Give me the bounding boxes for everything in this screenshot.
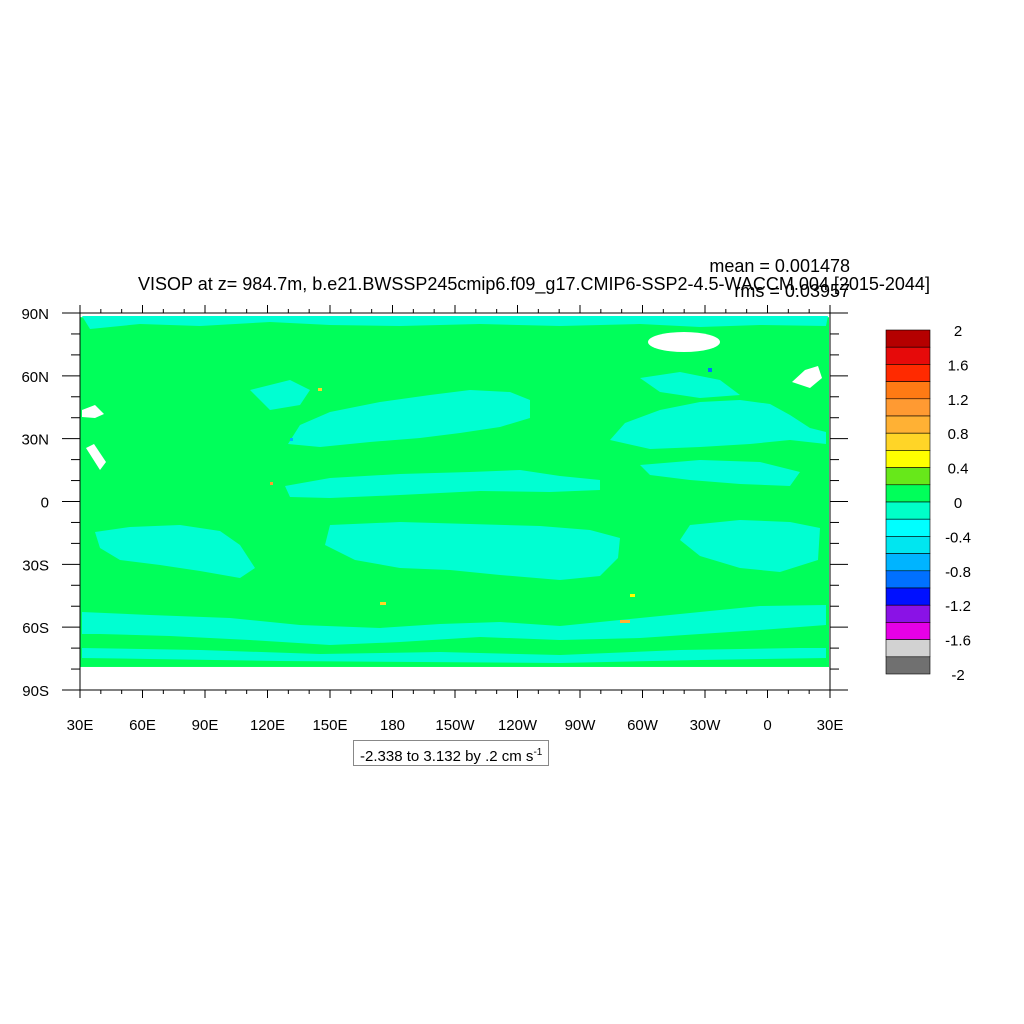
speck — [318, 388, 322, 391]
y-tick-label: 30S — [22, 557, 49, 574]
speck — [290, 438, 293, 441]
x-tick-label: 30W — [690, 717, 722, 734]
x-tick-label: 120W — [498, 717, 538, 734]
colorbar-swatch — [885, 415, 931, 434]
x-tick-label: 90W — [565, 717, 597, 734]
colorbar-swatch — [885, 536, 931, 554]
caspian-missing — [82, 405, 104, 418]
y-axis: 90N 60N 30N 0 30S 60S 90S — [21, 306, 848, 700]
colorbar-swatch — [885, 467, 931, 486]
colorbar-label: -0.4 — [945, 529, 971, 546]
stat-rms: rms = 0.03957 — [734, 281, 850, 301]
contour-range-label: -2.338 to 3.132 by .2 cm s — [360, 748, 534, 765]
arabia-missing — [86, 444, 106, 470]
colorbar-label: -2 — [951, 667, 964, 684]
unit-exponent: -1 — [533, 747, 543, 758]
x-tick-label: 150W — [435, 717, 475, 734]
chart-title: VISOP at z= 984.7m, b.e21.BWSSP245cmip6.… — [138, 274, 930, 295]
colorbar-swatch — [885, 484, 931, 503]
speck — [630, 594, 635, 597]
colorbar-swatch — [885, 518, 931, 537]
colorbar-label: 0.8 — [948, 426, 969, 443]
y-tick-label: 60S — [22, 620, 49, 637]
x-tick-label: 30E — [817, 717, 844, 734]
colorbar-label: -0.8 — [945, 564, 971, 581]
north-eq-pacific-band — [285, 470, 600, 498]
y-tick-label: 30N — [21, 432, 49, 449]
y-tick-label: 90N — [21, 306, 49, 323]
colorbar-swatch — [885, 346, 931, 365]
x-tick-label: 30E — [67, 717, 94, 734]
colorbar-label: 2 — [954, 323, 962, 340]
arctic-band — [82, 316, 828, 329]
labrador-sea — [640, 372, 740, 398]
colorbar-swatch — [885, 501, 931, 520]
colorbar-swatch — [885, 604, 931, 623]
contour-range-box: -2.338 to 3.132 by .2 cm s-1 — [353, 740, 550, 766]
x-tick-label: 60E — [129, 717, 156, 734]
x-tick-label: 120E — [250, 717, 285, 734]
sea-of-okhotsk — [250, 380, 310, 410]
colorbar-swatch — [885, 450, 931, 468]
speck — [270, 482, 273, 485]
colorbar-label: -1.2 — [945, 598, 971, 615]
colorbar-swatch — [885, 381, 931, 400]
missing-regions — [82, 332, 822, 470]
colorbar-swatch — [885, 398, 931, 417]
colorbar-swatch — [885, 553, 931, 572]
anomaly-specks — [270, 368, 712, 623]
map-field — [80, 316, 829, 667]
x-tick-label: 0 — [763, 717, 771, 734]
north-atlantic-gyre — [610, 400, 826, 449]
colorbar-label: 1.6 — [948, 357, 969, 374]
y-tick-label: 90S — [22, 683, 49, 700]
colorbar-swatch — [885, 329, 931, 348]
speck — [380, 602, 386, 605]
south-atlantic-gyre — [680, 520, 820, 572]
colorbar-swatch — [885, 364, 931, 382]
colorbar-swatch — [885, 432, 931, 451]
indian-ocean-band — [95, 525, 255, 578]
colorbar-swatch — [885, 639, 931, 658]
speck — [620, 620, 630, 623]
colorbar-swatch — [885, 622, 931, 640]
colorbar-swatch — [885, 570, 931, 589]
colorbar-label: 0.4 — [948, 461, 969, 478]
atlantic-eq-band — [640, 460, 800, 486]
negative-regions — [82, 316, 828, 663]
y-tick-label: 0 — [41, 495, 49, 512]
antarctic-band — [82, 648, 826, 663]
x-axis: 30E 60E 90E 120E 150E 180 150W 120W 90W 60W 30W 0 30… — [67, 305, 844, 734]
southern-ocean-band — [82, 605, 826, 645]
colorbar-label: -1.6 — [945, 633, 971, 650]
south-pacific-gyre — [325, 522, 620, 580]
x-tick-label: 180 — [380, 717, 405, 734]
x-tick-label: 60W — [627, 717, 659, 734]
colorbar-label: 0 — [954, 495, 962, 512]
scandinavia-missing — [792, 366, 822, 388]
x-tick-label: 150E — [312, 717, 347, 734]
colorbar: 2 1.6 1.2 0.8 0.4 0 -0.4 -0.8 -1.2 -1.6 -2 — [885, 323, 971, 684]
colorbar-label: 1.2 — [948, 392, 969, 409]
greenland-missing — [648, 332, 720, 352]
x-tick-label: 90E — [192, 717, 219, 734]
colorbar-swatch — [885, 587, 931, 606]
speck — [708, 368, 712, 372]
y-tick-label: 60N — [21, 369, 49, 386]
north-pacific-gyre — [288, 390, 530, 447]
colorbar-swatch — [885, 656, 931, 675]
stat-mean: mean = 0.001478 — [709, 256, 850, 276]
